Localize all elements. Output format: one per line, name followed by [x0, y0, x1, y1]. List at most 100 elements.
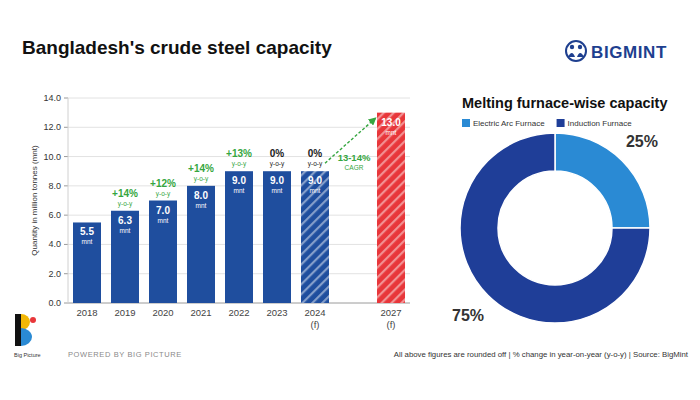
- tick-mark: [64, 185, 68, 186]
- slice-label: 75%: [452, 307, 484, 324]
- growth-label: +12%: [150, 178, 176, 189]
- data-label-line: mnt: [120, 227, 131, 234]
- growth-label: 0%: [270, 148, 285, 159]
- category-label-line: (f): [311, 319, 320, 330]
- data-label-line: mnt: [310, 187, 321, 194]
- category-label-line: (f): [387, 319, 396, 330]
- tick-mark: [64, 303, 68, 304]
- data-label-line: mnt: [386, 129, 397, 136]
- category-label: 2023: [266, 307, 287, 318]
- tick-label: 6.0: [48, 210, 61, 220]
- brand-icon: [566, 41, 586, 61]
- slice-label: 25%: [626, 133, 658, 150]
- data-label: 6.3mnt: [118, 215, 132, 234]
- tick-mark: [64, 98, 68, 99]
- tick-label: 10.0: [43, 152, 61, 162]
- data-label-line: mnt: [158, 217, 169, 224]
- category-label-line: 2020: [152, 307, 173, 318]
- data-label-line: 9.0: [232, 175, 246, 186]
- data-label-line: mnt: [196, 202, 207, 209]
- y-axis: 0.02.04.06.08.010.012.014.0: [43, 93, 410, 308]
- category-label-line: 2021: [190, 307, 211, 318]
- logo-upper: [21, 314, 30, 330]
- data-label-line: mnt: [234, 187, 245, 194]
- data-label-line: 8.0: [194, 190, 208, 201]
- data-label: 13.0mnt: [381, 117, 401, 136]
- data-label-line: 9.0: [308, 175, 322, 186]
- tick-mark: [64, 273, 68, 274]
- legend: Electric Arc Furnace Induction Furnace: [462, 119, 632, 128]
- canvas: Bangladesh's crude steel capacity BIGMINT…: [0, 0, 700, 400]
- category-label-line: 2018: [76, 307, 97, 318]
- footer-note: All above figures are rounded off | % ch…: [394, 350, 689, 359]
- data-label: 9.0mnt: [232, 175, 246, 194]
- tick-mark: [64, 244, 68, 245]
- pie-title: Melting furnace-wise capacity: [462, 95, 667, 111]
- brand-body: [577, 53, 584, 57]
- category-label-line: 2023: [266, 307, 287, 318]
- legend-swatch: [462, 119, 470, 127]
- axis-title: Quantity in million tonnes (mnt): [30, 145, 39, 256]
- bar: [111, 211, 139, 303]
- grid-line: [68, 98, 410, 99]
- data-label: 5.5mnt: [80, 226, 94, 245]
- powered-by: POWERED BY BIG PICTURE: [68, 350, 182, 359]
- tick-label: 4.0: [48, 239, 61, 249]
- legend-label: Electric Arc Furnace: [473, 119, 545, 128]
- bar-labels: 5.5mnt6.3mnt7.0mnt8.0mnt9.0mnt9.0mnt9.0m…: [80, 117, 401, 246]
- category-label: 2020: [152, 307, 173, 318]
- data-label-line: 6.3: [118, 215, 132, 226]
- tick-label: 12.0: [43, 122, 61, 132]
- bar: [377, 113, 405, 303]
- data-label: 9.0mnt: [308, 175, 322, 194]
- annotations: +14%y-o-y+12%y-o-y+14%y-o-y+13%y-o-y0%y-…: [112, 119, 375, 208]
- bar: [149, 201, 177, 304]
- axis-line: [68, 98, 69, 303]
- donut: [460, 133, 650, 323]
- growth-label: +14%: [188, 163, 214, 174]
- category-label: 2024(f): [304, 307, 325, 330]
- bar: [187, 186, 215, 303]
- tick-mark: [64, 156, 68, 157]
- growth-label: 0%: [308, 148, 323, 159]
- category-label-line: 2019: [114, 307, 135, 318]
- tick-label: 0.0: [48, 298, 61, 308]
- logo-text: Big Picture: [14, 352, 41, 358]
- brand-head: [570, 45, 574, 49]
- bar: [73, 222, 101, 303]
- growth-note: y-o-y: [270, 160, 285, 168]
- tick-label: 2.0: [48, 269, 61, 279]
- category-label: 2018: [76, 307, 97, 318]
- chart-title: Bangladesh's crude steel capacity: [22, 37, 332, 58]
- growth-note: y-o-y: [194, 175, 209, 183]
- bar: [301, 171, 329, 303]
- donut-labels: 25% 75%: [452, 133, 658, 324]
- donut-slice: [460, 133, 650, 323]
- category-label: 2019: [114, 307, 135, 318]
- data-label: 9.0mnt: [270, 175, 284, 194]
- growth-note: y-o-y: [232, 160, 247, 168]
- footer-logo: [15, 314, 36, 346]
- legend-label: Induction Furnace: [568, 119, 633, 128]
- brand-ring: [566, 41, 586, 61]
- category-label-line: 2022: [228, 307, 249, 318]
- data-label-line: 7.0: [156, 205, 170, 216]
- tick-mark: [64, 127, 68, 128]
- data-label: 8.0mnt: [194, 190, 208, 209]
- logo-stem: [15, 314, 21, 346]
- data-label-line: 13.0: [381, 117, 401, 128]
- data-label-line: mnt: [82, 238, 93, 245]
- brand-name: BIGMINT: [591, 43, 667, 62]
- bar: [225, 171, 253, 303]
- growth-label: +13%: [226, 148, 252, 159]
- brand-head: [578, 45, 582, 49]
- data-label-line: 5.5: [80, 226, 94, 237]
- growth-note: y-o-y: [156, 190, 171, 198]
- cagr-arrow: [325, 119, 375, 164]
- logo-dot: [30, 317, 36, 323]
- legend-swatch: [557, 119, 565, 127]
- data-label: 7.0mnt: [156, 205, 170, 224]
- category-label-line: 2027: [380, 307, 401, 318]
- data-label-line: 9.0: [270, 175, 284, 186]
- category-label-line: 2024: [304, 307, 325, 318]
